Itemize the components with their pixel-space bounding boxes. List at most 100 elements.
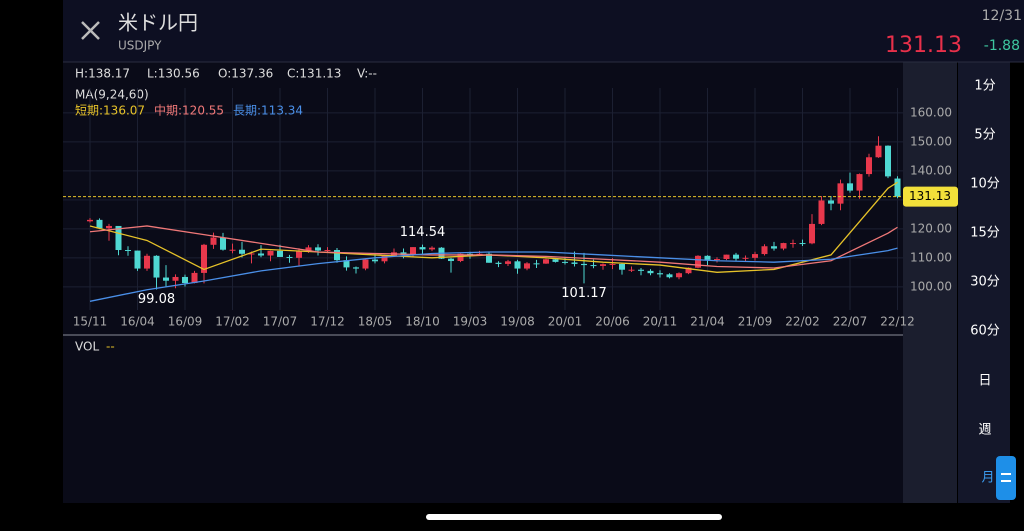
x-tick-label: 20/06 <box>595 315 630 329</box>
candle-body <box>733 254 739 259</box>
candle-body <box>647 270 654 274</box>
candle-body <box>562 261 568 263</box>
interval-button[interactable]: 60分 <box>970 324 1000 339</box>
y-tick-label: 160.00 <box>910 105 952 119</box>
annotation: 114.54 <box>400 225 446 240</box>
candle-body <box>210 237 217 245</box>
y-tick-label: 140.00 <box>910 163 952 177</box>
x-tick-label: 21/09 <box>738 315 773 329</box>
candle-body <box>258 253 264 256</box>
candle-body <box>571 262 578 264</box>
candle-body <box>353 267 359 269</box>
x-tick-label: 18/10 <box>405 315 440 329</box>
annotation: 99.08 <box>138 292 175 307</box>
ohlc-high: H:138.17 <box>75 67 130 81</box>
candle-body <box>619 263 625 270</box>
change: -1.88 <box>984 38 1020 54</box>
candle-body <box>125 250 131 252</box>
candle-body <box>286 256 293 258</box>
candle-body <box>609 263 616 265</box>
x-tick-label: 22/02 <box>785 315 820 329</box>
candle-body <box>96 219 103 229</box>
candle-body <box>894 178 901 197</box>
candle-body <box>524 263 530 269</box>
candle-body <box>723 254 730 259</box>
chart-bg <box>63 62 903 503</box>
interval-panel <box>958 62 1010 503</box>
candle-body <box>818 200 825 224</box>
volume-title: VOL <box>75 340 99 354</box>
home-indicator <box>426 514 722 520</box>
candle-body <box>296 250 302 258</box>
candle-body <box>856 174 863 191</box>
candle-body <box>657 273 663 275</box>
candle-body <box>115 225 122 251</box>
legend-entry: 長期:113.34 <box>233 104 303 118</box>
x-tick-label: 19/03 <box>453 315 488 329</box>
interval-button[interactable]: 1分 <box>974 79 995 94</box>
candle-body <box>514 261 521 269</box>
candle-body <box>229 249 236 251</box>
x-tick-label: 17/07 <box>263 315 298 329</box>
candle-body <box>628 269 635 271</box>
candle-body <box>410 247 416 255</box>
candle-body <box>144 255 150 269</box>
toggle-button[interactable] <box>996 456 1016 500</box>
candle-body <box>866 157 872 175</box>
x-tick-label: 22/12 <box>880 315 915 329</box>
candle-body <box>685 267 692 274</box>
candle-body <box>305 247 312 251</box>
ohlc-volume: V:-- <box>357 67 377 81</box>
date: 12/31 <box>982 8 1022 24</box>
volume-value: -- <box>106 340 115 354</box>
y-tick-label: 120.00 <box>910 221 952 235</box>
x-tick-label: 22/07 <box>833 315 868 329</box>
interval-button[interactable]: 日 <box>978 374 991 389</box>
legend-entry: 短期:136.07 <box>75 104 145 118</box>
last-price-label: 131.13 <box>909 189 951 203</box>
title: 米ドル円 <box>118 11 198 35</box>
close-button[interactable] <box>81 21 100 40</box>
interval-button[interactable]: 30分 <box>970 275 1000 290</box>
x-tick-label: 21/04 <box>690 315 725 329</box>
candle-body <box>695 255 701 268</box>
interval-button[interactable]: 週 <box>978 423 991 438</box>
y-tick-label: 150.00 <box>910 134 952 148</box>
header-bg <box>63 0 1024 62</box>
interval-button[interactable]: 15分 <box>970 226 1000 241</box>
ma-line <box>89 247 898 302</box>
candle-body <box>742 257 749 259</box>
candle-body <box>191 272 198 284</box>
candle-body <box>163 277 169 281</box>
x-tick-label: 18/05 <box>358 315 393 329</box>
candle-body <box>315 247 321 251</box>
x-tick-label: 17/12 <box>310 315 345 329</box>
x-tick-label: 17/02 <box>215 315 250 329</box>
candle-body <box>248 253 255 255</box>
candle-body <box>543 259 549 264</box>
candle-body <box>704 255 711 260</box>
interval-button[interactable]: 月 <box>981 471 994 486</box>
last-price-tag <box>903 186 958 207</box>
candle-body <box>505 261 511 264</box>
interval-button[interactable]: 10分 <box>970 177 1000 192</box>
interval-button[interactable]: 5分 <box>974 128 995 143</box>
candle-body <box>362 259 369 269</box>
candle-body <box>714 258 720 260</box>
candle-body <box>334 250 340 261</box>
candle-body <box>638 269 644 271</box>
price: 131.13 <box>885 33 962 58</box>
candle-body <box>457 253 464 262</box>
candle-body <box>106 225 112 229</box>
ma-line <box>89 225 898 269</box>
candle-body <box>790 243 796 245</box>
candle-body <box>134 250 141 269</box>
candle-body <box>552 259 559 262</box>
ohlc-close: C:131.13 <box>287 67 341 81</box>
x-tick-label: 16/09 <box>168 315 203 329</box>
candle-body <box>429 247 435 250</box>
candle-body <box>885 145 891 177</box>
candle-body <box>752 254 758 258</box>
price-axis-bg <box>903 62 957 503</box>
